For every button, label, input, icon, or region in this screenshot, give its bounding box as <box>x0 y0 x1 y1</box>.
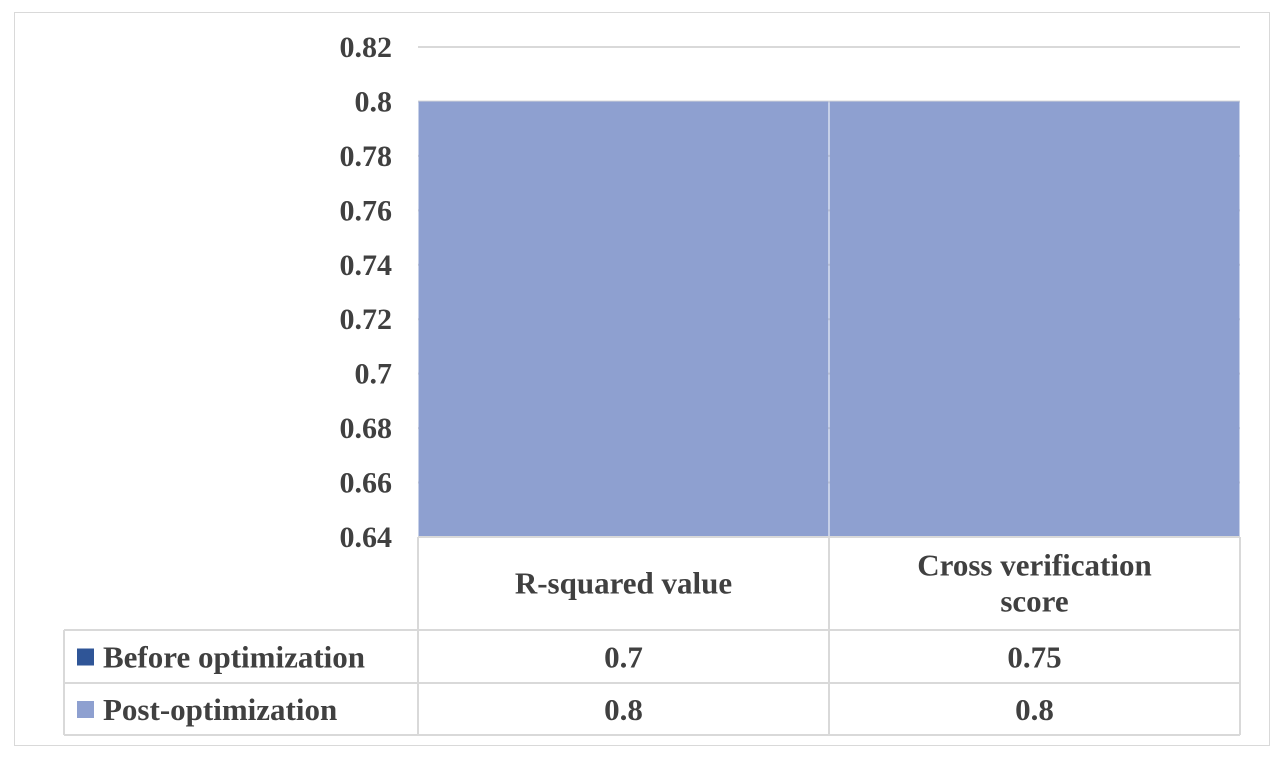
category-label: Cross verification <box>917 548 1151 583</box>
series-name: Before optimization <box>103 640 365 675</box>
y-tick-label: 0.76 <box>340 194 393 227</box>
data-value: 0.8 <box>604 692 643 727</box>
category-label: score <box>1000 584 1068 619</box>
y-tick-label: 0.78 <box>340 140 393 173</box>
y-tick-label: 0.74 <box>340 249 393 282</box>
data-value: 0.8 <box>1015 692 1054 727</box>
y-tick-label: 0.64 <box>340 521 393 554</box>
legend-key-before <box>77 648 94 666</box>
data-value: 0.75 <box>1007 640 1061 675</box>
bar-post-0 <box>418 101 829 537</box>
category-label: R-squared value <box>515 566 732 601</box>
bar-post-1 <box>829 101 1240 537</box>
y-tick-label: 0.7 <box>355 358 393 391</box>
y-tick-label: 0.8 <box>355 85 393 118</box>
y-tick-label: 0.68 <box>340 412 393 445</box>
series-name: Post-optimization <box>103 692 337 727</box>
y-tick-label: 0.82 <box>340 31 393 64</box>
legend-key-post <box>77 701 94 718</box>
y-tick-label: 0.72 <box>340 303 393 336</box>
data-value: 0.7 <box>604 640 643 675</box>
y-tick-label: 0.66 <box>340 467 393 500</box>
